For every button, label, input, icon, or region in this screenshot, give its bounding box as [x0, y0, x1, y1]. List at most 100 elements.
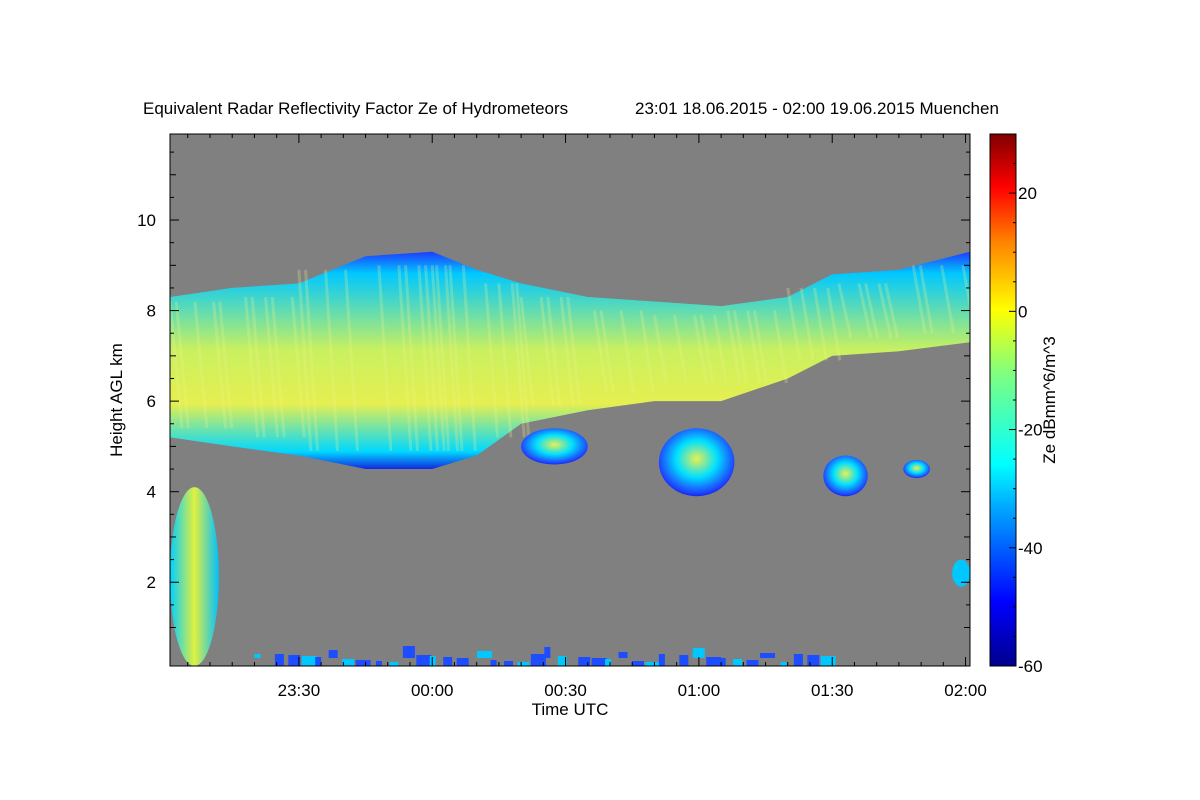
x-tick-label: 02:00: [944, 681, 987, 700]
near-surface-clutter: [517, 662, 530, 666]
upper-cloud-layer-streak: [599, 310, 615, 393]
chart-subtitle: 23:01 18.06.2015 - 02:00 19.06.2015 Muen…: [635, 99, 999, 118]
near-surface-clutter: [456, 658, 469, 666]
upper-cloud-layer-streak: [461, 265, 477, 452]
upper-cloud-layer-streak: [772, 310, 788, 384]
upper-cloud-layer-streak: [918, 265, 934, 334]
near-surface-clutter: [746, 660, 759, 666]
upper-cloud-layer-streak: [799, 287, 815, 361]
mid-level-patch-1: [521, 428, 588, 465]
colorbar: [989, 133, 1017, 667]
x-axis-label: Time UTC: [532, 700, 609, 719]
upper-cloud-layer-streak: [592, 310, 608, 393]
near-surface-clutter: [504, 661, 513, 666]
low-right-echo: [952, 559, 970, 587]
near-surface-clutter: [402, 646, 415, 658]
upper-cloud-layer-streak: [430, 265, 446, 452]
x-tick-label: 23:30: [278, 681, 321, 700]
upper-cloud-layer-streak: [961, 265, 970, 315]
upper-cloud-layer-streak: [812, 287, 828, 361]
upper-cloud-layer-streak: [444, 265, 460, 452]
upper-cloud-layer-streak: [639, 310, 655, 393]
mid-level-patch-3: [823, 455, 868, 497]
upper-cloud-layer-streak: [497, 283, 513, 438]
upper-cloud-layer: [170, 251, 970, 469]
low-level-precipitation: [170, 487, 219, 666]
near-surface-clutter: [288, 655, 301, 666]
upper-cloud-layer-streak: [397, 265, 413, 452]
upper-cloud-layer-streak: [877, 283, 893, 339]
colorbar-tick-label: -40: [1018, 539, 1043, 558]
near-surface-clutter: [389, 662, 399, 666]
near-surface-clutter: [807, 655, 820, 666]
near-surface-clutter: [605, 659, 612, 666]
upper-cloud-layer-streak: [448, 265, 464, 452]
upper-cloud-layer-streak: [732, 310, 748, 384]
near-surface-clutter: [328, 650, 338, 658]
near-surface-clutter: [706, 657, 722, 666]
near-surface-clutter: [274, 654, 284, 666]
near-surface-clutter: [429, 656, 436, 666]
radar-echo-layer: [170, 251, 970, 666]
y-tick-label: 2: [147, 573, 156, 592]
upper-cloud-layer-streak: [515, 283, 531, 438]
upper-cloud-layer-streak: [837, 283, 853, 339]
colorbar-label: Ze dBmm^6/m^3: [1040, 336, 1059, 463]
near-surface-clutter: [679, 655, 689, 666]
upper-cloud-layer-streak: [911, 265, 927, 334]
upper-cloud-layer-streak: [546, 296, 562, 406]
near-surface-clutter: [443, 657, 453, 666]
upper-cloud-layer-streak: [857, 283, 873, 339]
upper-cloud-layer-streak: [559, 296, 575, 406]
near-surface-clutter: [591, 658, 607, 666]
mid-level-patch-2: [658, 428, 735, 497]
upper-cloud-layer-streak: [377, 265, 393, 452]
near-surface-clutter: [733, 659, 743, 666]
upper-cloud-layer-streak: [539, 296, 555, 406]
near-surface-clutter: [820, 656, 836, 666]
plot-frame: [169, 133, 971, 667]
y-axis-label: Height AGL km: [107, 343, 126, 457]
near-surface-clutter: [416, 655, 432, 666]
upper-cloud-layer-streak: [864, 283, 880, 339]
colorbar-tick-label: -20: [1018, 421, 1043, 440]
mid-level-patch-4: [903, 459, 931, 479]
upper-cloud-layer-streak: [566, 296, 582, 406]
near-surface-clutter: [355, 660, 371, 666]
upper-cloud-layer-streak: [250, 296, 266, 438]
upper-cloud-layer-streak: [193, 301, 209, 429]
upper-cloud-layer-streak: [244, 296, 260, 438]
upper-cloud-layer-streak: [692, 314, 708, 384]
upper-cloud-layer-streak: [672, 314, 688, 384]
near-surface-clutter: [719, 658, 726, 666]
upper-cloud-layer-streak: [304, 269, 320, 452]
upper-cloud-layer-streak: [212, 301, 228, 429]
near-surface-clutter: [477, 651, 493, 658]
upper-cloud-layer-streak: [652, 314, 668, 384]
x-tick-label: 00:30: [544, 681, 587, 700]
upper-cloud-layer-streak: [435, 265, 451, 452]
upper-cloud-layer-streak: [270, 296, 286, 438]
near-surface-clutter: [530, 654, 546, 666]
upper-cloud-layer-streak: [417, 265, 433, 452]
x-tick-label: 01:00: [678, 681, 721, 700]
upper-cloud-layer-streak: [752, 310, 768, 384]
near-surface-clutter: [490, 660, 497, 666]
near-surface-clutter: [578, 657, 591, 666]
near-surface-clutter: [780, 662, 787, 666]
upper-cloud-layer-streak: [510, 283, 526, 438]
upper-cloud-layer-streak: [404, 265, 420, 452]
upper-cloud-layer-streak: [344, 269, 360, 452]
colorbar-tick-label: 20: [1018, 184, 1037, 203]
near-surface-clutter: [342, 659, 355, 666]
upper-cloud-layer-streak: [170, 301, 184, 429]
upper-cloud-layer-streak: [726, 310, 742, 384]
upper-cloud-layer-streak: [297, 269, 313, 452]
y-tick-label: 8: [147, 302, 156, 321]
upper-cloud-layer-streak: [519, 296, 535, 406]
upper-cloud-layer-streak: [218, 301, 234, 429]
near-surface-clutter: [315, 657, 322, 666]
y-tick-label: 6: [147, 392, 156, 411]
y-axis: 2 4 6 8 10: [137, 151, 970, 629]
